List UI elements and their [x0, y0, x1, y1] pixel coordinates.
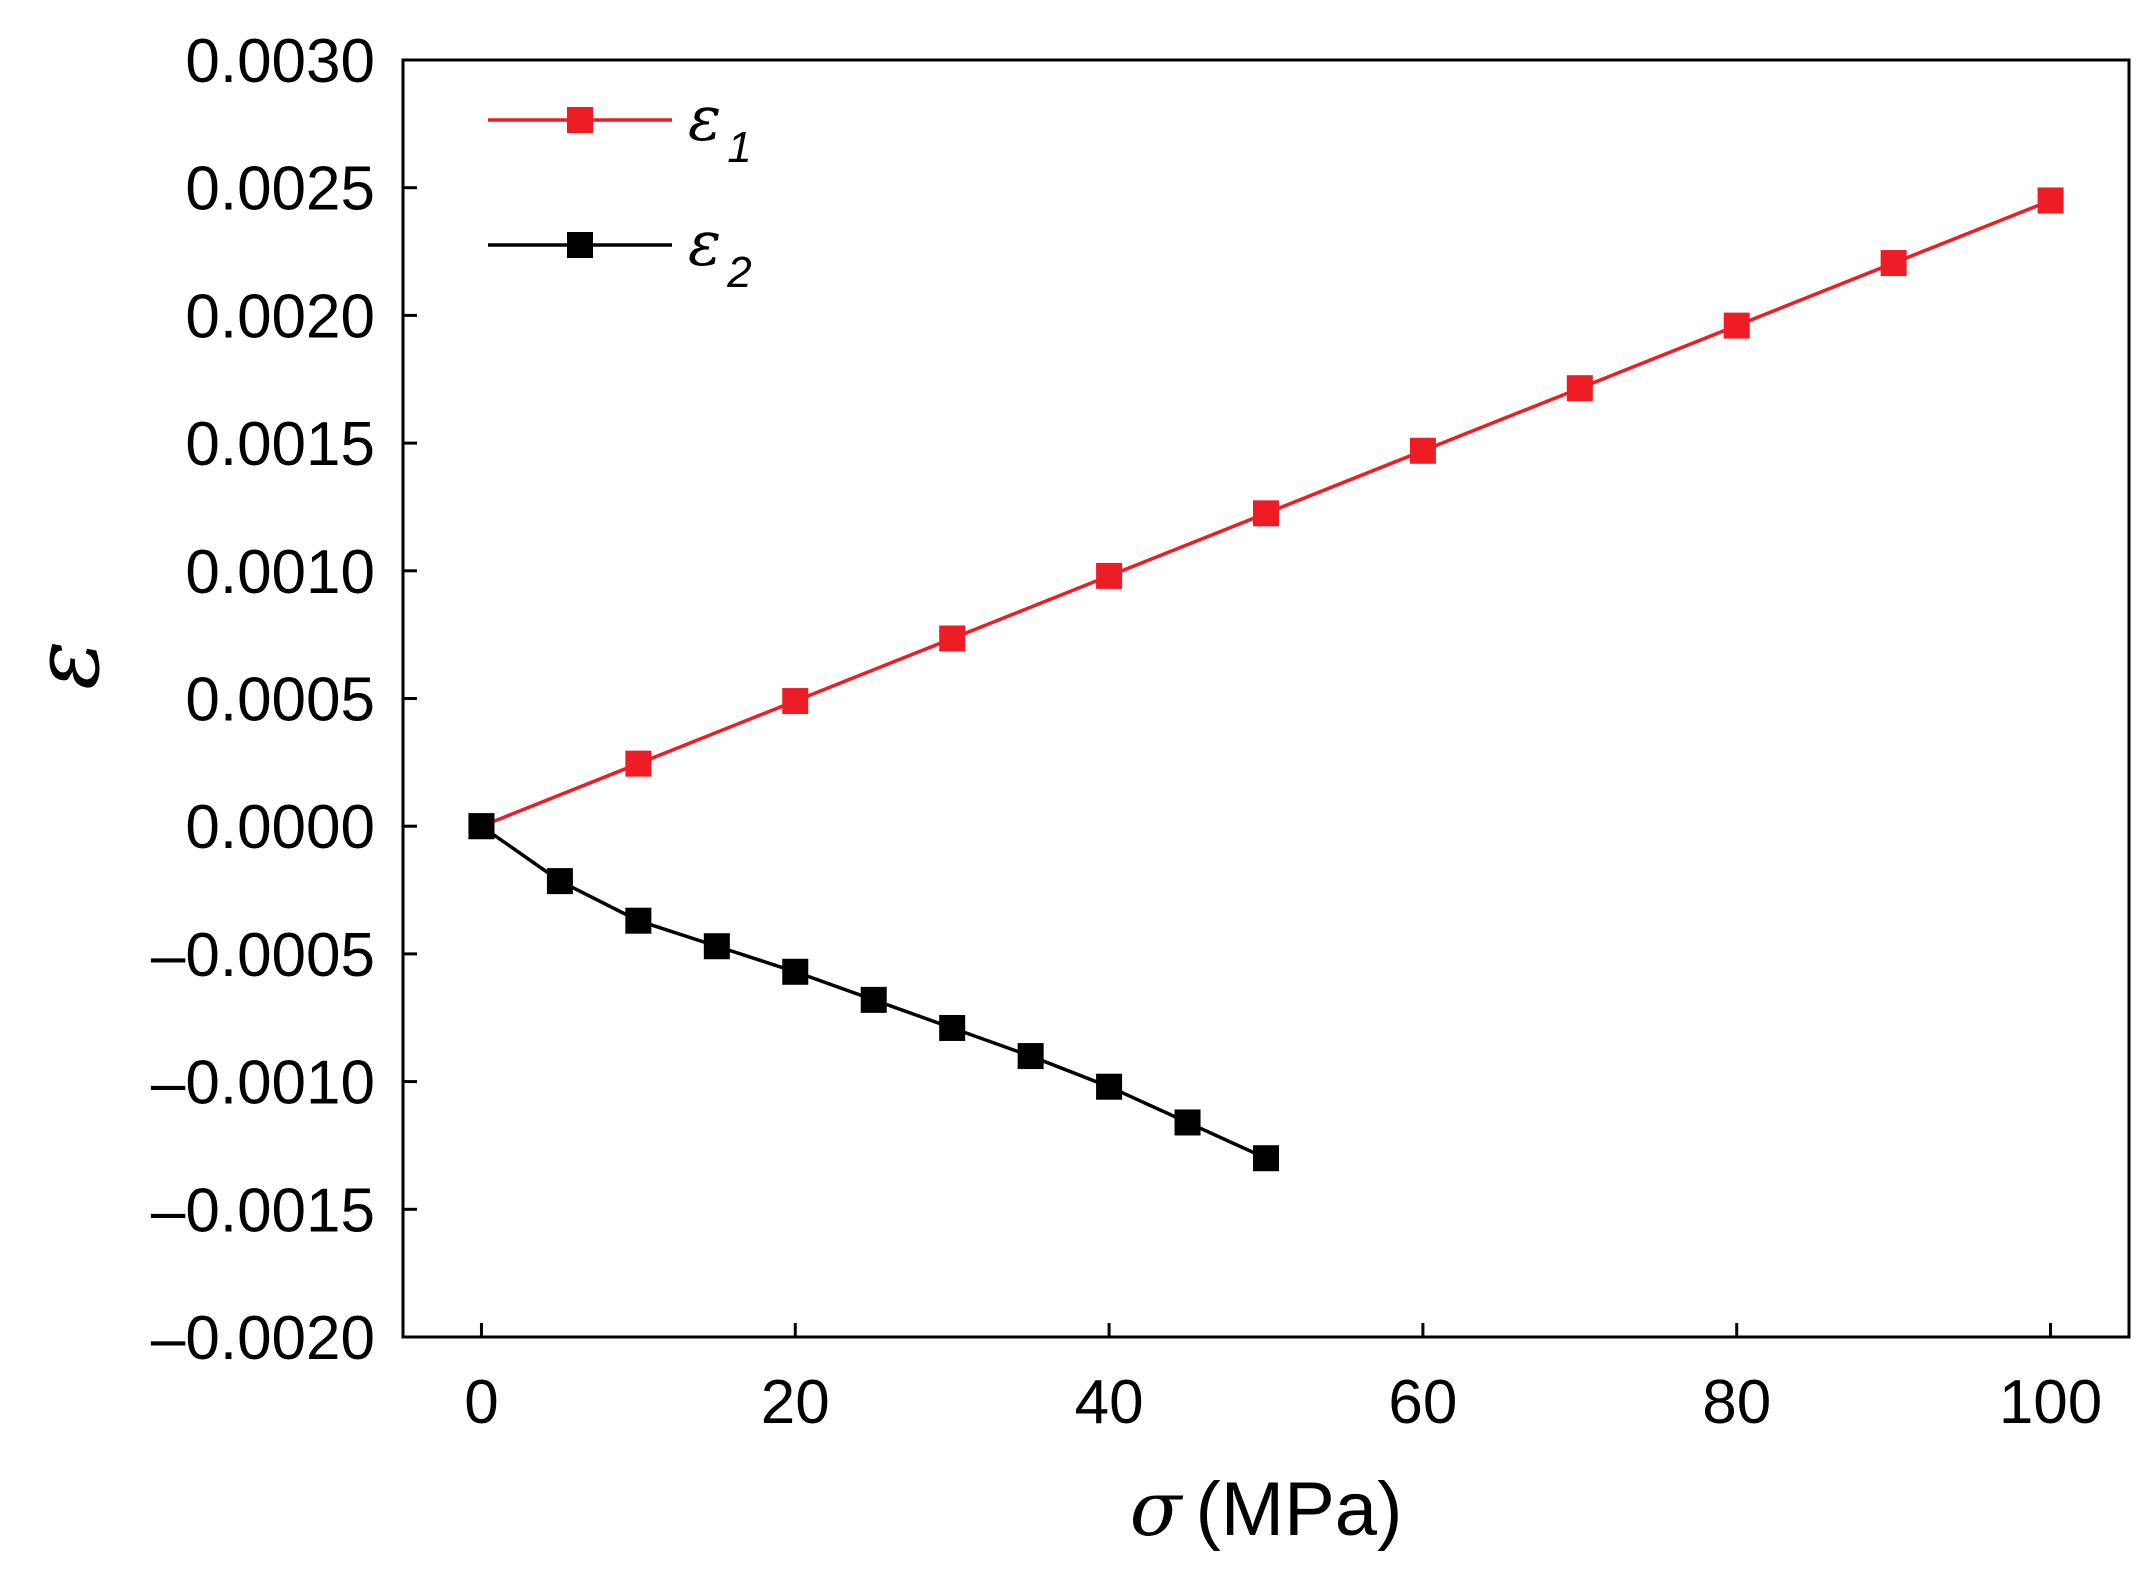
y-tick-label: 0.0025	[185, 155, 375, 224]
y-tick-label: –0.0010	[151, 1049, 375, 1118]
y-tick-label: 0.0010	[185, 538, 375, 607]
data-point	[939, 625, 966, 652]
y-tick-label: –0.0020	[151, 1304, 375, 1373]
legend-subscript: 2	[726, 248, 751, 297]
y-axis-title: ε	[13, 640, 120, 689]
series-1	[468, 187, 2064, 840]
y-tick-label: 0.0015	[185, 410, 375, 479]
x-tick-label: 100	[1999, 1368, 2102, 1437]
x-axis-unit: (MPa)	[1196, 1467, 1403, 1552]
data-point	[2037, 187, 2064, 214]
series-2	[468, 813, 1279, 1172]
y-axis: –0.0020 –0.0015 –0.0010 –0.0005 0.0000 0.0005…	[151, 27, 417, 1373]
data-point	[703, 933, 730, 960]
x-axis-symbol: σ	[1130, 1464, 1184, 1553]
data-point	[860, 986, 887, 1013]
data-point	[782, 958, 809, 985]
data-point	[625, 750, 652, 777]
data-point	[1096, 562, 1123, 589]
legend-symbol: ε	[688, 207, 721, 280]
y-tick-label: 0.0030	[185, 27, 375, 96]
data-point	[1723, 312, 1750, 339]
legend: ε 1ε 2	[488, 82, 752, 297]
data-point	[625, 907, 652, 934]
legend-marker	[567, 107, 593, 133]
data-point	[782, 688, 809, 715]
data-point	[1409, 437, 1436, 464]
x-tick-label: 40	[1075, 1368, 1144, 1437]
legend-symbol: ε	[688, 82, 721, 155]
y-tick-label: –0.0015	[151, 1176, 375, 1245]
legend-marker	[567, 232, 593, 258]
series-layer	[468, 187, 2064, 1172]
x-tick-label: 20	[761, 1368, 830, 1437]
y-tick-label: –0.0005	[151, 921, 375, 990]
x-tick-label: 80	[1702, 1368, 1771, 1437]
data-point	[468, 813, 495, 840]
data-point	[1253, 500, 1279, 527]
data-point	[1174, 1109, 1201, 1136]
data-point	[1880, 250, 1907, 277]
x-axis-title: σ (MPa)	[1130, 1464, 1403, 1553]
data-point	[546, 868, 573, 895]
data-point	[939, 1014, 966, 1041]
y-tick-label: 0.0000	[185, 793, 375, 862]
x-tick-label: 60	[1388, 1368, 1457, 1437]
legend-subscript: 1	[727, 123, 751, 172]
data-point	[1253, 1145, 1279, 1172]
data-point	[1017, 1043, 1044, 1070]
x-axis: 0 20 40 60 80 100	[464, 1323, 2102, 1437]
data-point	[1566, 375, 1593, 402]
data-point	[1096, 1073, 1123, 1100]
y-tick-label: 0.0020	[185, 282, 375, 351]
x-tick-label: 0	[464, 1368, 498, 1437]
y-tick-label: 0.0005	[185, 666, 375, 735]
